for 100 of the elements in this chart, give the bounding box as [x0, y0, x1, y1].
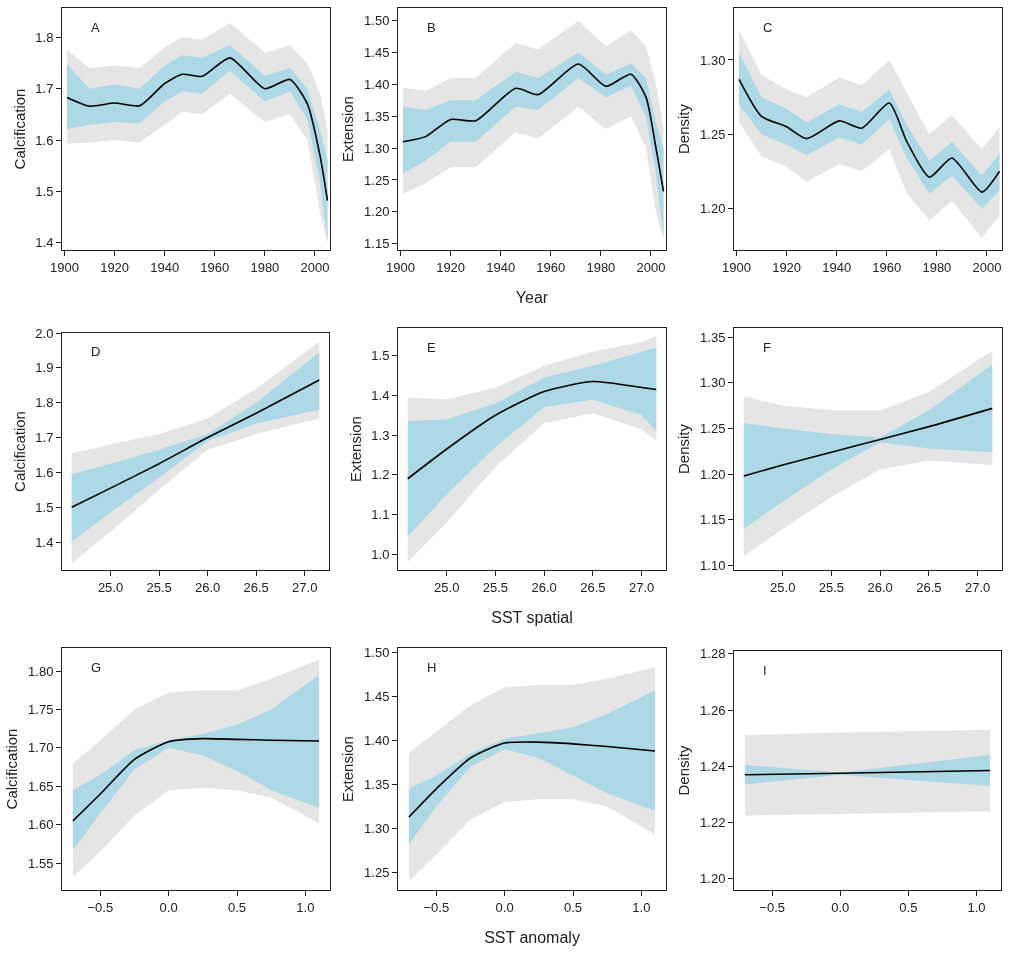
y-tick-label: 1.28 [700, 646, 726, 662]
x-tick-label: 2000 [636, 259, 666, 275]
y-tick-label: 1.35 [364, 108, 390, 124]
y-tick-label: 1.30 [364, 140, 390, 156]
x-tick-label: 1980 [922, 259, 952, 275]
x-tick-label: 1900 [722, 259, 751, 275]
y-axis-title: Calcification [10, 411, 28, 492]
x-tick-label: 25.5 [818, 579, 845, 595]
x-tick-label: 27.0 [964, 579, 991, 595]
y-tick-label: 1.35 [700, 329, 726, 345]
y-axis-title: Extension [339, 96, 357, 162]
y-tick-label: 1.22 [700, 815, 726, 831]
y-tick-label: 1.7 [35, 430, 54, 446]
y-tick-label: 1.4 [35, 235, 54, 251]
y-tick-label: 1.25 [364, 864, 390, 880]
y-tick-label: 1.80 [28, 663, 54, 679]
x-tick-label: 1.0 [967, 899, 986, 915]
y-tick-label: 1.4 [371, 387, 390, 403]
y-tick-label: 1.26 [700, 702, 726, 718]
x-tick-label: 2000 [972, 259, 1002, 275]
line-series [72, 737, 320, 822]
x-tick-label: 1940 [150, 259, 180, 275]
x-tick-label: 1940 [822, 259, 852, 275]
y-tick-label: 1.75 [28, 702, 54, 718]
annotation: A [91, 20, 100, 35]
x-tick-label: 1.0 [296, 899, 315, 915]
annotation: C [763, 20, 773, 35]
y-axis-title: Density [675, 745, 693, 796]
y-tick-label: 1.9 [35, 360, 54, 376]
y-axis-title: Density [675, 423, 693, 475]
line-series [402, 63, 665, 193]
x-tick-label: 25.5 [146, 579, 172, 595]
x-tick-label: −0.5 [423, 899, 450, 915]
x-tick-label: 0.5 [563, 899, 583, 915]
y-tick-label: 1.15 [700, 512, 726, 528]
x-tick-label: 1920 [436, 259, 466, 275]
x-tick-label: 1920 [772, 259, 802, 275]
y-tick-label: 1.20 [700, 871, 726, 887]
y-tick-label: 1.2 [371, 467, 390, 483]
y-tick-label: 1.40 [364, 732, 390, 748]
x-tick-label: 25.0 [434, 579, 460, 595]
x-tick-label: 26.0 [194, 579, 221, 595]
y-tick-label: 1.5 [35, 183, 54, 199]
y-tick-label: 1.45 [364, 45, 390, 61]
x-tick-label: 1900 [386, 259, 415, 275]
x-axis-title: Year [515, 289, 549, 307]
x-tick-label: 1980 [250, 259, 280, 275]
x-tick-label: −0.5 [87, 899, 114, 915]
y-tick-label: 1.1 [371, 507, 390, 523]
annotation: F [763, 340, 771, 355]
x-tick-label: 27.0 [292, 579, 318, 595]
y-tick-label: 1.45 [364, 688, 390, 704]
y-tick-label: 1.25 [700, 126, 726, 142]
x-tick-label: 25.5 [482, 579, 509, 595]
x-tick-label: 1940 [486, 259, 516, 275]
annotation: B [427, 20, 436, 35]
x-tick-label: 27.0 [628, 579, 655, 595]
y-tick-label: 1.30 [364, 820, 390, 836]
y-tick-label: 1.3 [371, 427, 390, 443]
y-tick-label: 1.30 [700, 52, 726, 68]
x-tick-label: 2000 [300, 259, 330, 275]
y-tick-label: 1.20 [700, 466, 726, 482]
annotation: I [763, 663, 767, 678]
y-tick-label: 1.50 [364, 644, 390, 660]
x-tick-label: 1920 [100, 259, 130, 275]
y-tick-label: 1.30 [700, 375, 726, 391]
annotation: H [427, 660, 437, 675]
y-tick-label: 1.65 [28, 778, 54, 794]
y-axis-title: Calcification [3, 728, 21, 810]
y-tick-label: 1.5 [371, 348, 390, 364]
line-series [738, 78, 1001, 193]
y-tick-label: 1.8 [35, 29, 54, 45]
x-tick-label: 26.5 [580, 579, 606, 595]
line-series [742, 407, 994, 477]
y-axis-title: Density [675, 103, 693, 155]
x-tick-label: 1900 [50, 259, 79, 275]
x-tick-label: 0.0 [495, 899, 514, 915]
x-axis-title: SST spatial [491, 609, 573, 627]
y-tick-label: 1.6 [35, 464, 54, 480]
x-tick-label: 25.0 [97, 579, 124, 595]
line-series [406, 380, 658, 480]
annotation: G [91, 660, 102, 675]
x-tick-label: 1960 [872, 259, 902, 275]
y-axis-title: Extension [346, 416, 364, 482]
y-tick-label: 1.10 [700, 557, 726, 573]
x-tick-label: −0.5 [759, 899, 785, 915]
x-tick-label: 26.5 [243, 579, 269, 595]
x-tick-label: 25.0 [770, 579, 796, 595]
y-axis-title: Extension [339, 736, 357, 802]
y-tick-label: 1.25 [700, 421, 726, 436]
y-tick-label: 1.8 [35, 395, 54, 411]
y-tick-label: 1.5 [35, 499, 54, 515]
y-tick-label: 1.20 [700, 200, 726, 216]
y-tick-label: 1.15 [364, 236, 390, 252]
x-tick-label: 0.0 [159, 899, 178, 915]
y-tick-label: 1.35 [364, 776, 390, 792]
y-axis-title: Calcification [10, 88, 28, 170]
y-tick-label: 1.55 [28, 855, 54, 871]
annotation: D [91, 344, 101, 359]
y-tick-label: 1.6 [35, 132, 54, 148]
